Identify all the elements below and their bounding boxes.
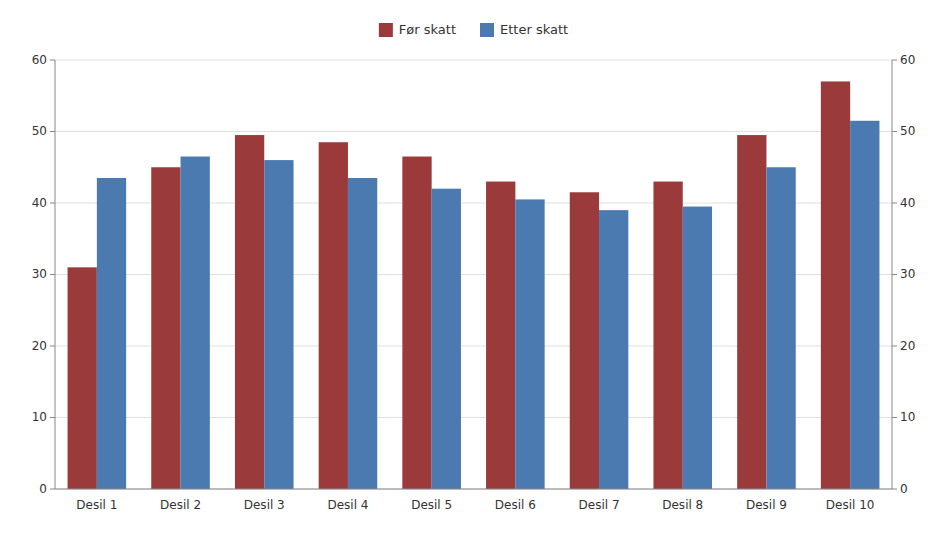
y2-tick [892,203,897,204]
x-tick-label: Desil 9 [746,498,787,512]
y2-tick [892,274,897,275]
y2-tick-label: 50 [900,124,915,138]
bar [151,167,180,489]
bar [235,135,264,489]
axes: 0 10 20 30 40 50 60 0 10 20 30 40 50 60 Desil 1 Desil 2… [32,53,916,513]
y-tick-label: 60 [32,53,47,67]
y2-tick [892,489,897,490]
y-tick [50,417,55,418]
legend-label: Før skatt [399,22,456,37]
bar [737,135,766,489]
grid-line [55,60,892,61]
x-tick-label: Desil 5 [411,498,452,512]
y2-tick-label: 20 [900,339,915,353]
grid [55,60,892,489]
y2-tick-label: 0 [900,482,908,496]
x-tick-label: Desil 10 [826,498,875,512]
y-tick [50,489,55,490]
x-axis-line [55,489,892,490]
bar [766,167,795,489]
bar [570,192,599,489]
grid-line [55,131,892,132]
x-tick-label: Desil 1 [76,498,117,512]
bar [515,199,544,489]
bar [348,178,377,489]
bar [402,157,431,489]
bar [264,160,293,489]
bar [850,121,879,489]
x-tick-label: Desil 6 [495,498,536,512]
bar [319,142,348,489]
legend-swatch [480,23,494,37]
bar [486,182,515,489]
x-tick-label: Desil 2 [160,498,201,512]
y2-tick-label: 60 [900,53,915,67]
bar [181,157,210,489]
bar [432,189,461,489]
y-tick-label: 40 [32,196,47,210]
legend-item: Etter skatt [480,22,568,38]
x-tick-label: Desil 8 [662,498,703,512]
bar [821,81,850,489]
bar [68,267,97,489]
y-tick [50,274,55,275]
bar [97,178,126,489]
legend-swatch [379,23,393,37]
y-tick [50,60,55,61]
x-tick-label: Desil 3 [244,498,285,512]
bar [599,210,628,489]
y-tick [50,203,55,204]
y2-tick-label: 10 [900,410,915,424]
y-tick-label: 20 [32,339,47,353]
legend-item: Før skatt [379,22,456,38]
y-tick-label: 10 [32,410,47,424]
y2-tick [892,60,897,61]
y2-tick [892,346,897,347]
y-tick-label: 30 [32,267,47,281]
y-tick-label: 50 [32,124,47,138]
y2-tick-label: 30 [900,267,915,281]
grid-line [55,489,892,490]
legend: Før skatt Etter skatt [379,22,568,38]
y-tick [50,131,55,132]
y2-tick-label: 40 [900,196,915,210]
legend-label: Etter skatt [500,22,568,37]
x-tick-label: Desil 7 [579,498,620,512]
x-tick-label: Desil 4 [327,498,368,512]
y-tick [50,346,55,347]
y2-tick [892,417,897,418]
bar [653,182,682,489]
y2-tick [892,131,897,132]
bar [683,207,712,489]
chart: 0 10 20 30 40 50 60 0 10 20 30 40 50 60 Desil 1 Desil 2… [0,0,947,534]
y-tick-label: 0 [39,482,47,496]
bars [68,81,880,489]
